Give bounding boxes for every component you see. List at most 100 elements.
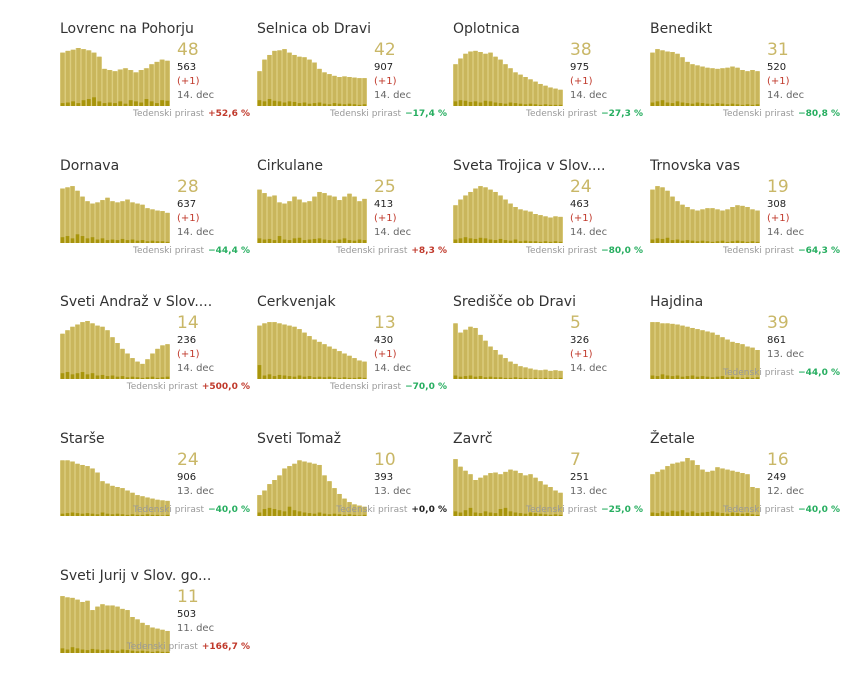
chart-card[interactable]: Oplotnica 38 975 (+1) 14. dec Tedenski priras… [453, 20, 643, 150]
daily-bar [725, 377, 730, 379]
chart-card[interactable]: Sveta Trojica v Slov.... 24 463 (+1) 14. dec… [453, 157, 643, 287]
bar [725, 67, 730, 106]
daily-bar [60, 513, 65, 516]
daily-bar [332, 240, 337, 243]
bar [70, 597, 75, 653]
bar [670, 52, 675, 106]
bar [488, 189, 493, 243]
daily-bar [322, 513, 327, 516]
daily-bar [680, 376, 685, 379]
daily-bar [655, 101, 660, 106]
weekly-growth-label: Tedenski prirast [526, 246, 598, 256]
daily-bar [92, 97, 96, 106]
bar [473, 327, 478, 379]
bar [332, 488, 337, 516]
chart-card[interactable]: Starše 24 906 13. dec Tedenski prirast −40,0 … [60, 430, 250, 560]
bar [302, 461, 307, 516]
bar [725, 339, 730, 379]
daily-bar [538, 513, 543, 516]
daily-bar [453, 375, 458, 379]
weekly-growth-value: −70,0 % [405, 382, 447, 392]
weekly-growth-label: Tedenski prirast [336, 505, 408, 515]
bar [105, 483, 110, 516]
daily-bar [262, 509, 267, 516]
daily-bar [75, 373, 80, 379]
daily-bar [473, 101, 478, 106]
chart-title: Dornava [60, 158, 120, 174]
chart-card[interactable]: Dornava 28 637 (+1) 14. dec Tedenski prirast −… [60, 157, 250, 287]
bar [85, 321, 90, 379]
daily-bar [720, 513, 725, 516]
daily-bar [125, 377, 130, 379]
chart-card[interactable]: Cirkulane 25 413 (+1) 14. dec Tedenski priras… [257, 157, 447, 287]
bar [665, 466, 670, 516]
bar [352, 196, 357, 243]
bar [272, 480, 277, 516]
daily-bar [458, 238, 463, 243]
bar [297, 329, 302, 379]
bar [680, 325, 685, 379]
bar [322, 193, 327, 243]
chart-card[interactable]: Lovrenc na Pohorju 48 563 (+1) 14. dec Tedens… [60, 20, 250, 150]
daily-bar [90, 648, 95, 653]
daily-bar [548, 104, 553, 106]
bar [362, 506, 367, 516]
bar [690, 209, 695, 243]
chart-card[interactable]: Zavrč 7 251 13. dec Tedenski prirast −25,0 % [453, 430, 643, 560]
bar [453, 459, 458, 516]
bar [705, 208, 710, 243]
bar [548, 487, 553, 516]
bar [65, 597, 70, 653]
total-cases: 308 [767, 199, 787, 210]
daily-bar [720, 240, 725, 243]
daily-bar [700, 512, 705, 516]
daily-bar [272, 100, 277, 106]
chart-card[interactable]: Benedikt 31 520 (+1) 14. dec Tedenski prirast… [650, 20, 840, 150]
chart-card[interactable]: Žetale 16 249 12. dec Tedenski prirast −40,0 … [650, 430, 840, 560]
weekly-growth: Tedenski prirast +0,0 % [336, 504, 447, 516]
bar [498, 195, 503, 243]
daily-bar [655, 376, 660, 379]
daily-bar [115, 376, 120, 379]
bar [85, 466, 90, 516]
daily-bar [458, 376, 463, 379]
bar [145, 208, 150, 243]
bar [317, 191, 322, 243]
chart-card[interactable]: Sveti Andraž v Slov.... 14 236 (+1) 14. dec T… [60, 293, 250, 423]
bar [75, 190, 80, 243]
daily-bar [650, 375, 655, 379]
bar [160, 345, 165, 379]
daily-bar [160, 515, 165, 516]
bar [357, 505, 362, 516]
chart-card[interactable]: Sveti Tomaž 10 393 13. dec Tedenski prirast +… [257, 430, 447, 560]
chart-title: Oplotnica [453, 21, 520, 37]
chart-card[interactable]: Središče ob Dravi 5 326 (+1) 14. dec [453, 293, 643, 423]
daily-bar [332, 513, 337, 516]
bar [120, 488, 125, 516]
bar [100, 200, 105, 243]
bar [720, 468, 725, 516]
bar [135, 495, 140, 516]
daily-bar [695, 513, 700, 516]
chart-card[interactable]: Cerkvenjak 13 430 (+1) 14. dec Tedenski prira… [257, 293, 447, 423]
last-update-date: 13. dec [767, 349, 805, 360]
daily-bar [145, 651, 150, 653]
daily-bar [735, 104, 740, 106]
bar [100, 604, 105, 653]
daily-bar [518, 103, 523, 106]
chart-card[interactable]: Trnovska vas 19 308 (+1) 14. dec Tedenski pri… [650, 157, 840, 287]
bar [558, 216, 563, 243]
bar [528, 211, 533, 243]
daily-bar [518, 377, 523, 379]
bar [468, 326, 473, 379]
bar [488, 52, 493, 106]
bar [463, 53, 468, 106]
chart-card[interactable]: Sveti Jurij v Slov. go... 11 503 11. dec Ted… [60, 567, 250, 697]
daily-bar [262, 239, 267, 243]
bar [508, 469, 513, 516]
chart-card[interactable]: Hajdina 39 861 13. dec Tedenski prirast −44,0… [650, 293, 840, 423]
daily-bar [468, 101, 473, 106]
chart-card[interactable]: Selnica ob Dravi 42 907 (+1) 14. dec Tedenski… [257, 20, 447, 150]
daily-bar [342, 514, 347, 516]
bar [130, 358, 135, 379]
